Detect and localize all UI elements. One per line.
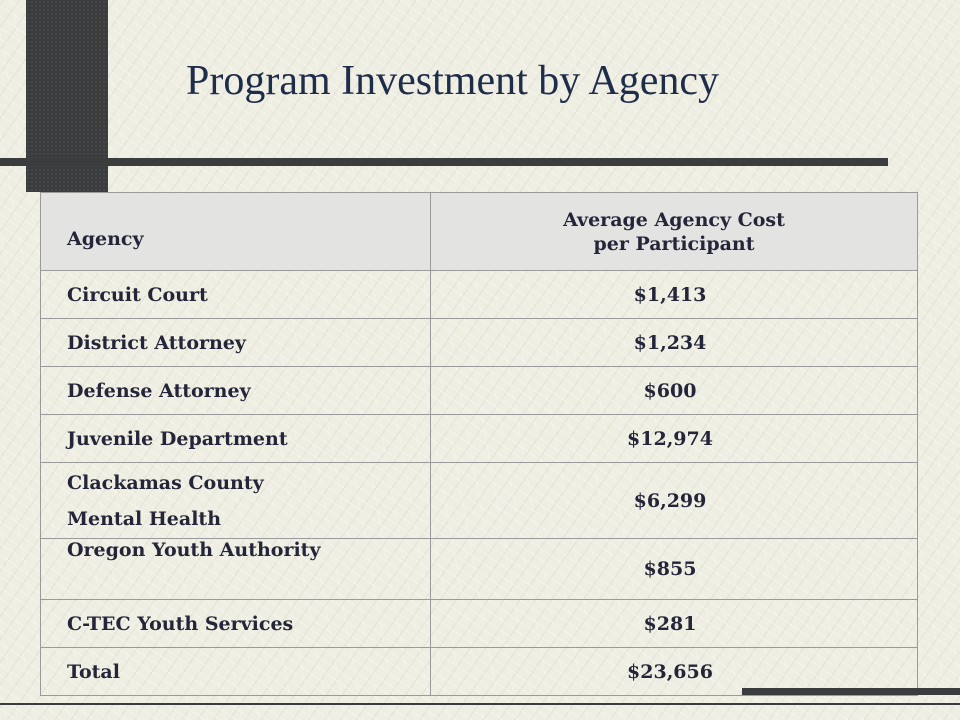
table-total-row: Total $23,656 <box>40 647 918 696</box>
agency-name: District Attorney <box>40 318 431 367</box>
agency-cost: $855 <box>430 538 918 600</box>
agency-cost: $600 <box>430 366 918 415</box>
header-average-cost-line1: Average Agency Cost <box>563 208 785 231</box>
agency-name-line2: Mental Health <box>67 507 222 530</box>
footer-accent-bar <box>742 688 960 695</box>
agency-name: C-TEC Youth Services <box>40 599 431 648</box>
header-average-cost: Average Agency Cost per Participant <box>430 192 918 271</box>
table-header-row: Agency Average Agency Cost per Participa… <box>40 192 918 271</box>
table-row: Oregon Youth Authority $855 <box>40 538 918 600</box>
agency-cost: $6,299 <box>430 462 918 539</box>
table-row: C-TEC Youth Services $281 <box>40 599 918 648</box>
agency-name: Defense Attorney <box>40 366 431 415</box>
agency-name: Clackamas County Mental Health <box>40 462 431 539</box>
total-cost: $23,656 <box>430 647 918 696</box>
agency-name: Oregon Youth Authority <box>40 538 431 600</box>
table-row: Defense Attorney $600 <box>40 366 918 415</box>
agency-cost: $12,974 <box>430 414 918 463</box>
title-divider-bar <box>0 158 888 166</box>
agency-name: Circuit Court <box>40 270 431 319</box>
header-average-cost-line2: per Participant <box>593 232 755 255</box>
agency-cost-table: Agency Average Agency Cost per Participa… <box>40 192 918 696</box>
table-row: Juvenile Department $12,974 <box>40 414 918 463</box>
table-row: District Attorney $1,234 <box>40 318 918 367</box>
agency-name: Juvenile Department <box>40 414 431 463</box>
agency-name-line1: Clackamas County <box>67 471 264 494</box>
agency-cost: $281 <box>430 599 918 648</box>
header-agency: Agency <box>40 192 431 271</box>
footer-divider-line <box>0 703 960 705</box>
total-label: Total <box>40 647 431 696</box>
agency-cost: $1,413 <box>430 270 918 319</box>
table-row: Circuit Court $1,413 <box>40 270 918 319</box>
agency-cost: $1,234 <box>430 318 918 367</box>
slide-title: Program Investment by Agency <box>186 58 720 104</box>
table-row: Clackamas County Mental Health $6,299 <box>40 462 918 539</box>
